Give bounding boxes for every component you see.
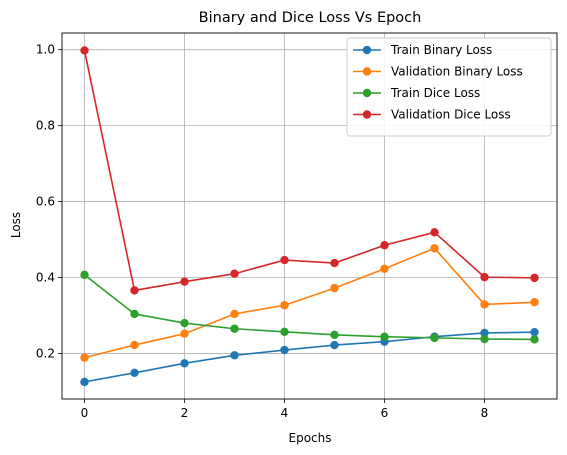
x-tick-label: 8 [481,406,489,420]
data-point [180,359,189,368]
legend-label: Validation Binary Loss [391,65,523,79]
y-tick-label: 0.4 [36,271,55,285]
x-axis-title: Epochs [289,431,332,445]
data-point [480,272,489,282]
legend-item: Train Dice Loss [353,86,480,100]
axis-ticks: 0 2 4 6 8 0.2 0.4 0.6 0.8 1.0 [36,43,488,420]
data-point [130,309,139,319]
data-point [480,334,489,344]
data-point [530,327,539,337]
data-point [430,228,439,237]
series-line [83,50,535,292]
legend-swatch-marker [362,67,372,76]
data-point [530,335,539,344]
data-point [280,255,289,265]
series-3 [80,46,539,295]
data-point [180,318,189,328]
data-point [530,273,539,283]
data-point [230,269,239,278]
series-1 [80,244,539,362]
data-point [80,270,89,280]
data-point [80,46,89,55]
data-point [230,351,239,360]
legend-box [346,37,552,137]
data-point [430,333,439,343]
series-layer [80,46,539,387]
series-2 [80,270,539,344]
y-axis-title: Loss [9,212,23,238]
y-tick-label: 0.2 [36,346,55,360]
data-point [80,353,89,362]
y-tick-label: 0.8 [36,119,55,133]
data-point [230,309,239,319]
data-point [180,329,189,338]
data-point [480,300,489,309]
series-line [84,331,535,383]
legend-label: Train Dice Loss [390,86,480,100]
legend-swatch-marker [362,110,372,119]
data-point [180,277,189,286]
data-point [330,330,339,340]
data-point [480,328,489,338]
data-point [80,377,89,387]
data-point [330,340,339,350]
legend-item: Train Binary Loss [353,43,492,57]
data-point [330,283,339,293]
data-point [280,345,289,355]
data-point [530,297,539,307]
legend-label: Train Binary Loss [390,43,492,57]
legend-item: Validation Binary Loss [353,65,523,79]
series-line [84,274,535,341]
legend: Train Binary Loss Validation Binary Loss T… [346,37,552,137]
legend-swatch-marker [362,45,372,55]
plot-frame [61,32,558,400]
legend-label: Validation Dice Loss [391,108,511,122]
data-point [130,368,139,378]
legend-item: Validation Dice Loss [353,108,511,122]
data-point [380,332,389,341]
data-point [330,258,339,268]
chart-title: Binary and Dice Loss Vs Epoch [199,10,422,26]
data-point [130,340,139,350]
series-line [84,247,535,359]
series-0 [80,327,539,387]
x-tick-label: 2 [181,406,189,420]
data-point [430,244,439,253]
x-tick-label: 4 [281,406,289,420]
y-tick-label: 0.6 [36,195,55,209]
x-tick-label: 6 [381,406,389,420]
y-tick-label: 1.0 [36,43,55,57]
x-tick-label: 0 [81,406,89,420]
legend-swatch-marker [362,88,372,98]
data-point [280,301,289,310]
data-point [380,264,389,273]
data-point [380,241,389,250]
data-point [280,327,289,336]
data-point [230,324,239,333]
data-point [130,286,139,295]
